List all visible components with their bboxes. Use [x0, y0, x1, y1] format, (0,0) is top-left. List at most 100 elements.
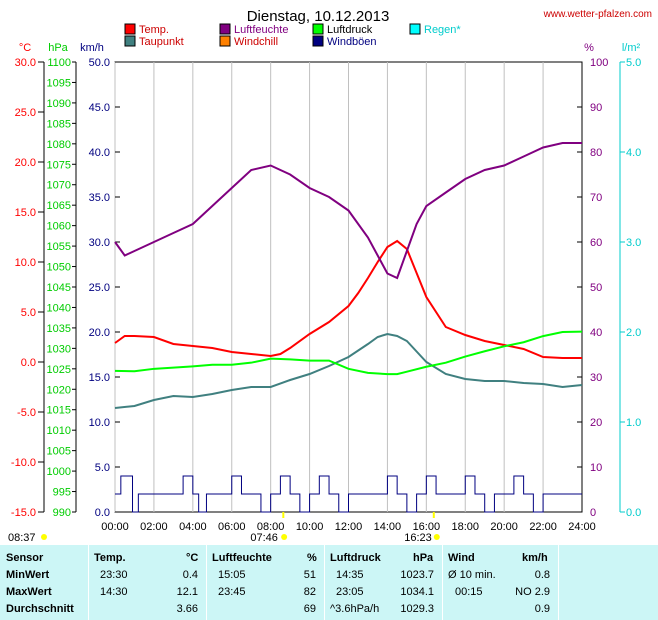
pressure-tick-label: 990 [53, 507, 71, 519]
pressure-tick-label: 1050 [47, 262, 71, 274]
wind-avg-value: 0.8 [534, 569, 550, 581]
humidity-tick-label: 100 [590, 57, 608, 69]
header-sensor: Sensor [6, 552, 44, 564]
pressure-tick-label: 1010 [47, 425, 71, 437]
weather-chart: Dienstag, 10.12.2013 www.wetter-pfalzen.… [8, 8, 652, 544]
min-temp-time: 23:30 [100, 569, 128, 581]
avg-wind-value: 0.9 [534, 603, 550, 615]
sunset-icon [433, 534, 440, 540]
legend-swatch [312, 23, 324, 35]
wind-tick-label: 30.0 [89, 237, 110, 249]
rain-tick-label: 1.0 [626, 417, 641, 429]
temp-tick-label: -10.0 [11, 457, 36, 469]
pressure-tick-label: 1015 [47, 405, 71, 417]
min-press-time: 14:35 [336, 569, 364, 581]
pressure-tick-label: 1055 [47, 241, 71, 253]
press-trend: ^3.6hPa/h [330, 603, 380, 615]
pressure-tick-label: 1035 [47, 323, 71, 335]
chart-title: Dienstag, 10.12.2013 [247, 8, 390, 25]
pressure-tick-label: 1000 [47, 466, 71, 478]
max-temp-time: 14:30 [100, 586, 128, 598]
header-temp: Temp. [94, 552, 126, 564]
pressure-tick-label: 1040 [47, 302, 71, 314]
min-temp-value: 0.4 [182, 569, 198, 581]
pressure-tick-label: 1065 [47, 200, 71, 212]
humidity-tick-label: 40 [590, 327, 602, 339]
temp-tick-label: -5.0 [17, 407, 36, 419]
pressure-tick-label: 1075 [47, 159, 71, 171]
header-humidity-unit: % [307, 552, 317, 564]
rain-tick-label: 5.0 [626, 57, 641, 69]
temp-tick-label: 10.0 [15, 257, 36, 269]
legend-label: Luftdruck [327, 24, 373, 36]
max-hum-time: 23:45 [218, 586, 246, 598]
pressure-tick-label: 1020 [47, 384, 71, 396]
noon-time: 07:46 [250, 532, 278, 544]
rain-tick-label: 2.0 [626, 327, 641, 339]
rain-tick-label: 4.0 [626, 147, 641, 159]
temp-tick-label: 0.0 [21, 357, 36, 369]
x-tick-label: 04:00 [179, 521, 207, 533]
temp-unit-label: °C [19, 42, 31, 54]
series-line-taupunkt [114, 332, 583, 409]
wind-tick-label: 0.0 [95, 507, 110, 519]
legend-label: Regen* [424, 24, 461, 36]
statistics-table: Sensor Temp. °C Luftfeuchte % Luftdruck … [0, 545, 658, 620]
source-link[interactable]: www.wetter-pfalzen.com [543, 9, 652, 20]
humidity-tick-label: 60 [590, 237, 602, 249]
x-tick-label: 10:00 [296, 521, 324, 533]
humidity-tick-label: 50 [590, 282, 602, 294]
x-tick-label: 22:00 [529, 521, 557, 533]
max-press-value: 1034.1 [400, 586, 434, 598]
wind-avg-label: Ø 10 min. [448, 569, 496, 581]
pressure-tick-label: 1030 [47, 343, 71, 355]
rain-tick-label: 0.0 [626, 507, 641, 519]
humidity-tick-label: 0 [590, 507, 596, 519]
legend-label: Temp. [139, 24, 169, 36]
max-press-time: 23:05 [336, 586, 364, 598]
min-press-value: 1023.7 [400, 569, 434, 581]
wind-tick-label: 50.0 [89, 57, 110, 69]
temp-tick-label: 15.0 [15, 207, 36, 219]
pressure-unit-label: hPa [48, 42, 68, 54]
axis-units: °C hPa km/h% l/m² [19, 42, 641, 54]
max-wind-value: NO 2.9 [515, 586, 550, 598]
row-label-max: MaxWert [6, 586, 52, 598]
row-label-min: MinWert [6, 569, 50, 581]
pressure-tick-label: 1070 [47, 180, 71, 192]
wind-tick-label: 5.0 [95, 462, 110, 474]
humidity-tick-label: 90 [590, 102, 602, 114]
x-tick-label: 02:00 [140, 521, 168, 533]
sunrise-icon [41, 534, 47, 540]
legend-label: Taupunkt [139, 36, 184, 48]
rain-unit-label: l/m² [622, 42, 641, 54]
humidity-tick-label: 80 [590, 147, 602, 159]
x-tick-label: 08:00 [257, 521, 285, 533]
x-tick-label: 06:00 [218, 521, 246, 533]
pressure-tick-label: 1090 [47, 98, 71, 110]
avg-press-value: 1029.3 [400, 603, 434, 615]
legend-swatch [219, 35, 231, 47]
legend-swatch [219, 23, 231, 35]
pressure-tick-label: 1060 [47, 221, 71, 233]
wind-tick-label: 15.0 [89, 372, 110, 384]
max-temp-value: 12.1 [176, 586, 198, 598]
legend-label: Windböen [327, 36, 377, 48]
pressure-tick-label: 1005 [47, 446, 71, 458]
min-hum-value: 51 [303, 569, 316, 581]
x-tick-label: 20:00 [490, 521, 518, 533]
temp-tick-label: 30.0 [15, 57, 36, 69]
pressure-tick-label: 1095 [47, 77, 71, 89]
series-line-luftdruck [114, 330, 583, 376]
temp-tick-label: 20.0 [15, 157, 36, 169]
temp-tick-label: 25.0 [15, 107, 36, 119]
header-temp-unit: °C [186, 552, 199, 564]
wind-tick-label: 25.0 [89, 282, 110, 294]
pressure-tick-label: 1080 [47, 139, 71, 151]
series-line-luftfeuchte [114, 142, 582, 280]
legend-swatch [124, 23, 136, 35]
avg-hum-value: 69 [303, 603, 316, 615]
wind-tick-label: 45.0 [89, 102, 110, 114]
pressure-tick-label: 995 [53, 487, 71, 499]
legend-swatch [124, 35, 136, 47]
